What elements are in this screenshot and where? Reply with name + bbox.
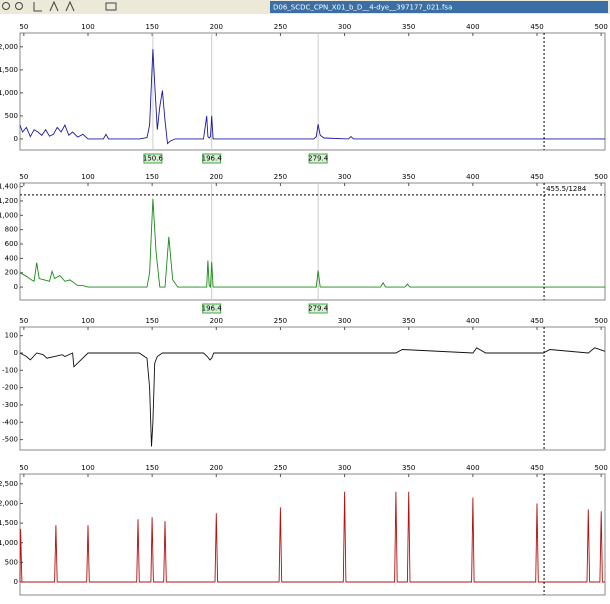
x-tick-label: 100 — [81, 23, 94, 31]
x-tick-label: 150 — [145, 464, 158, 472]
zoom-in[interactable] — [2, 2, 10, 10]
x-tick-label: 250 — [274, 464, 287, 472]
y-tick-label: 0 — [14, 135, 18, 143]
filename: D06_SCDC_CPN_X01_b_D__4-dye__397177_021.… — [273, 4, 452, 12]
trace — [19, 198, 605, 289]
y-tick-label: 1,500 — [0, 66, 18, 74]
trace — [19, 491, 605, 583]
x-tick-label: 100 — [81, 464, 94, 472]
y-tick-label: 1,000 — [0, 539, 18, 547]
marker-box — [308, 153, 328, 164]
x-tick-label: 150 — [145, 173, 158, 181]
x-tick-label: 50 — [19, 317, 28, 325]
print[interactable] — [105, 2, 117, 11]
toolbar-icons — [2, 0, 117, 12]
y-tick-label: 500 — [5, 558, 18, 566]
x-tick-label: 100 — [81, 317, 94, 325]
x-tick-label: 150 — [145, 317, 158, 325]
x-tick-label: 350 — [402, 464, 415, 472]
x-tick-label: 50 — [19, 23, 28, 31]
marker-label: 279.4 — [308, 155, 329, 163]
plot-frame — [19, 473, 606, 596]
y-tick-label: -400 — [2, 418, 18, 426]
y-tick-label: 2,500 — [0, 480, 18, 488]
x-tick-label: 300 — [338, 23, 351, 31]
y-tick-label: -100 — [2, 366, 18, 374]
y-tick-label: 500 — [5, 112, 18, 120]
x-tick-label: 450 — [530, 317, 543, 325]
x-tick-label: 450 — [530, 464, 543, 472]
y-tick-label: 1,400 — [0, 183, 18, 191]
x-tick-label: 300 — [338, 317, 351, 325]
plot-frame — [19, 326, 606, 451]
trace — [19, 49, 605, 145]
marker-label: 196.4 — [202, 155, 223, 163]
x-tick-label: 400 — [466, 23, 479, 31]
x-tick-label: 200 — [210, 464, 223, 472]
x-tick-label: 300 — [338, 464, 351, 472]
y-tick-label: 2,000 — [0, 43, 18, 51]
marker-box — [143, 153, 163, 164]
marker-box — [308, 303, 328, 314]
marker-label: 279.4 — [308, 305, 329, 313]
y-tick-label: 2,000 — [0, 499, 18, 507]
x-tick-label: 500 — [594, 317, 607, 325]
y-tick-label: 100 — [5, 332, 18, 340]
x-tick-label: 250 — [274, 317, 287, 325]
cursor-label: 455.5/1284 — [546, 185, 587, 193]
y-tick-label: 1,000 — [0, 89, 18, 97]
x-tick-label: 50 — [19, 464, 28, 472]
y-tick-label: 1,000 — [0, 211, 18, 219]
x-tick-label: 350 — [402, 173, 415, 181]
x-tick-label: 450 — [530, 173, 543, 181]
y-tick-label: -300 — [2, 401, 18, 409]
trace — [19, 347, 606, 447]
axis-tools[interactable] — [33, 0, 75, 12]
y-tick-label: -200 — [2, 384, 18, 392]
x-tick-label: 350 — [402, 23, 415, 31]
x-tick-label: 100 — [81, 173, 94, 181]
y-tick-label: 0 — [14, 283, 18, 291]
x-tick-label: 500 — [594, 464, 607, 472]
y-tick-label: 1,200 — [0, 197, 18, 205]
x-tick-label: 300 — [338, 173, 351, 181]
y-tick-label: 400 — [5, 254, 18, 262]
marker-box — [202, 153, 222, 164]
x-tick-label: 400 — [466, 464, 479, 472]
marker-label: 150.6 — [143, 155, 164, 163]
x-tick-label: 50 — [19, 173, 28, 181]
x-tick-label: 500 — [594, 173, 607, 181]
y-tick-label: 0 — [14, 349, 18, 357]
x-tick-label: 350 — [402, 317, 415, 325]
x-tick-label: 400 — [466, 317, 479, 325]
file-box[interactable] — [270, 1, 608, 13]
x-tick-label: 250 — [274, 23, 287, 31]
y-tick-label: 1,500 — [0, 519, 18, 527]
y-tick-label: -500 — [2, 436, 18, 444]
x-tick-label: 200 — [210, 317, 223, 325]
marker-label: 196.4 — [202, 305, 223, 313]
zoom-out[interactable] — [15, 2, 23, 10]
x-tick-label: 450 — [530, 23, 543, 31]
plot-frame — [19, 182, 606, 301]
x-tick-label: 200 — [210, 173, 223, 181]
x-tick-label: 500 — [594, 23, 607, 31]
x-tick-label: 400 — [466, 173, 479, 181]
plot-frame — [19, 32, 606, 151]
x-tick-label: 150 — [145, 23, 158, 31]
y-tick-label: 0 — [14, 578, 18, 586]
y-tick-label: 600 — [5, 240, 18, 248]
y-tick-label: 200 — [5, 269, 18, 277]
marker-box — [202, 303, 222, 314]
x-tick-label: 250 — [274, 173, 287, 181]
y-tick-label: 800 — [5, 226, 18, 234]
x-tick-label: 200 — [210, 23, 223, 31]
